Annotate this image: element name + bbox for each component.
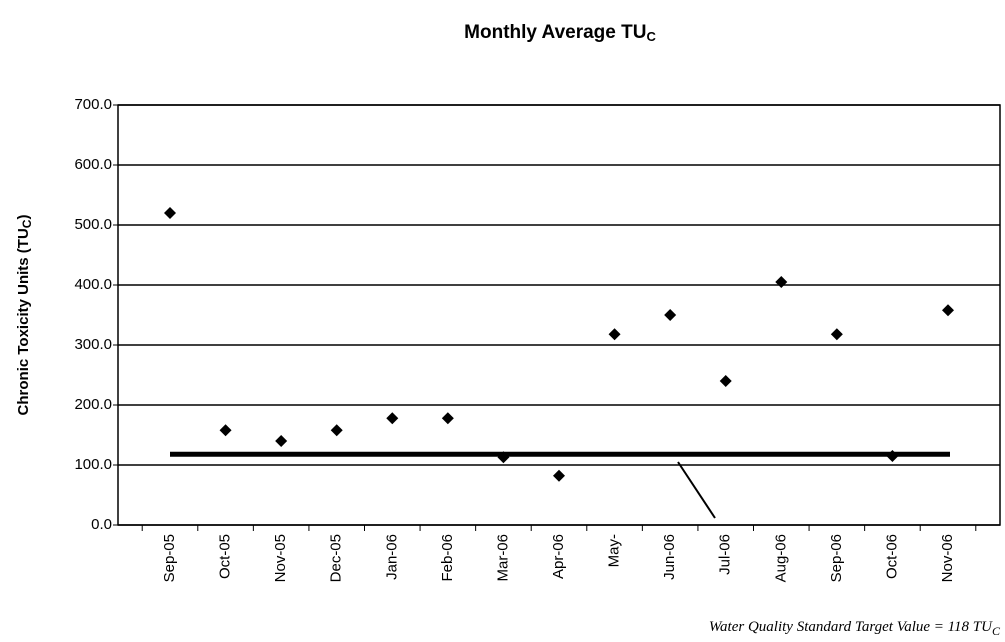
ylabel-end: ) xyxy=(15,215,32,220)
annotation: Water Quality Standard Target Value = 11… xyxy=(709,619,1001,637)
x-tick-label: Mar-06 xyxy=(494,534,511,582)
x-tick-label: Oct-05 xyxy=(217,534,234,579)
point xyxy=(719,375,732,387)
annotation-main: Water Quality Standard Target Value = 11… xyxy=(709,619,993,635)
y-tick-label: 0.0 xyxy=(91,516,112,533)
point xyxy=(775,276,788,288)
point xyxy=(942,304,954,317)
y-axis-label: Chronic Toxicity Units (TUC) xyxy=(15,215,34,416)
annotation-arrow xyxy=(677,461,716,519)
x-tick-label: Sep-05 xyxy=(161,534,178,582)
point xyxy=(330,424,343,437)
point xyxy=(553,469,565,482)
x-tick-label: Nov-06 xyxy=(939,534,956,582)
y-tick-label: 400.0 xyxy=(74,276,112,293)
y-tick-label: 300.0 xyxy=(74,336,112,353)
point xyxy=(164,207,176,219)
x-tick-label: Feb-06 xyxy=(439,534,456,582)
x-tick-label: Oct-06 xyxy=(883,534,900,579)
point xyxy=(275,435,288,447)
x-tick-label: Apr-06 xyxy=(550,534,567,579)
ylabel-sub: C xyxy=(20,219,34,228)
chart-title: Monthly Average TUC xyxy=(464,22,656,44)
y-tick-label: 100.0 xyxy=(74,456,112,473)
x-tick-label: Jul-06 xyxy=(717,534,734,575)
y-tick-label: 700.0 xyxy=(74,96,112,113)
y-tick-label: 200.0 xyxy=(74,396,112,413)
title-sub: C xyxy=(646,29,656,44)
plot-frame xyxy=(117,104,1001,526)
y-tick-label: 500.0 xyxy=(74,216,112,233)
title-main: Monthly Average TU xyxy=(464,22,646,43)
point xyxy=(219,424,232,437)
x-tick-label: May- xyxy=(606,534,623,567)
point xyxy=(386,412,399,425)
x-tick-label: Dec-05 xyxy=(328,534,345,582)
x-tick-label: Aug-06 xyxy=(772,534,789,582)
point xyxy=(664,309,677,321)
point xyxy=(441,412,454,425)
point xyxy=(608,328,621,341)
annotation-sub: C xyxy=(992,624,1001,638)
x-tick-label: Jun-06 xyxy=(661,534,678,580)
point xyxy=(830,328,843,341)
y-tick-label: 600.0 xyxy=(74,156,112,173)
x-tick-label: Sep-06 xyxy=(828,534,845,582)
ylabel-main: Chronic Toxicity Units (TU xyxy=(15,228,32,415)
x-tick-label: Jan-06 xyxy=(383,534,400,580)
x-tick-label: Nov-05 xyxy=(272,534,289,582)
